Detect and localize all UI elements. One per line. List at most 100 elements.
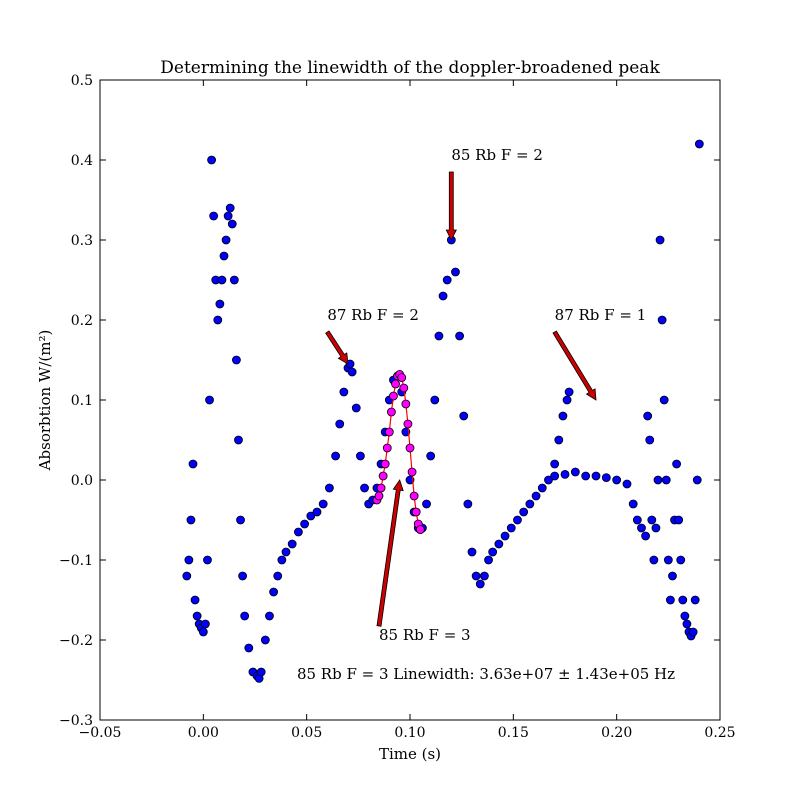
- data-point: [378, 471, 388, 481]
- y-tick-label: 0.4: [71, 153, 93, 169]
- data-point: [374, 491, 384, 501]
- data-point: [668, 571, 677, 581]
- data-point: [209, 211, 219, 221]
- data-point: [351, 403, 361, 413]
- data-point: [647, 515, 657, 525]
- data-point: [674, 515, 684, 525]
- data-point: [331, 451, 341, 461]
- data-point: [554, 435, 564, 445]
- data-point: [612, 475, 622, 485]
- data-point: [401, 399, 411, 409]
- annotation-arrow: [445, 171, 457, 241]
- data-point: [312, 507, 322, 517]
- y-tick-label: 0.0: [71, 473, 93, 489]
- data-point: [238, 571, 248, 581]
- data-point: [519, 507, 529, 517]
- annotation-label: 85 Rb F = 2: [451, 146, 543, 164]
- data-point: [200, 619, 210, 629]
- data-point: [219, 251, 229, 261]
- y-tick-label: 0.1: [71, 393, 93, 409]
- data-point: [360, 483, 369, 493]
- y-axis-label: Absorbtion W/(m²): [36, 330, 54, 472]
- annotation: 87 Rb F = 2: [325, 306, 419, 365]
- data-point: [442, 275, 452, 285]
- annotation-arrow: [325, 330, 349, 365]
- data-point: [678, 595, 688, 605]
- annotations: 85 Rb F = 2 87 Rb F = 2 87 Rb F = 1 85 Rb F…: [325, 146, 647, 644]
- data-point: [641, 531, 650, 541]
- data-point: [637, 523, 646, 533]
- data-point: [463, 499, 473, 509]
- data-point: [411, 507, 421, 517]
- x-tick-label: 0.05: [291, 725, 322, 741]
- data-point: [335, 419, 345, 429]
- data-point: [643, 411, 653, 421]
- data-point: [376, 483, 386, 493]
- data-point: [649, 555, 659, 565]
- series-fit: [372, 369, 425, 534]
- annotation: 87 Rb F = 1: [552, 306, 647, 401]
- data-point: [260, 635, 270, 645]
- data-point: [318, 499, 328, 509]
- data-point: [659, 395, 669, 405]
- data-point: [531, 491, 541, 501]
- data-point: [205, 395, 214, 405]
- data-point: [628, 499, 638, 509]
- data-point: [622, 479, 632, 489]
- data-point: [663, 555, 673, 565]
- data-point: [397, 373, 407, 383]
- data-point: [506, 523, 516, 533]
- x-tick-label: −0.05: [79, 725, 122, 741]
- data-point: [192, 611, 202, 621]
- data-point: [581, 471, 591, 481]
- annotation-arrow: [376, 479, 404, 627]
- data-point: [525, 499, 535, 509]
- data-points: [182, 139, 704, 683]
- data-point: [382, 443, 392, 453]
- data-point: [405, 443, 415, 453]
- data-point: [306, 511, 316, 521]
- data-point: [293, 527, 303, 537]
- data-point: [407, 467, 417, 477]
- data-point: [500, 531, 510, 541]
- data-point: [488, 547, 498, 557]
- data-point: [666, 595, 675, 605]
- data-point: [451, 267, 460, 277]
- data-point: [391, 379, 400, 389]
- data-point: [537, 483, 547, 493]
- data-point: [384, 427, 394, 437]
- annotation-label: 87 Rb F = 1: [555, 306, 647, 324]
- x-axis-label: Time (s): [379, 745, 441, 763]
- data-point: [225, 203, 235, 213]
- data-point: [544, 475, 553, 485]
- data-point: [694, 139, 704, 149]
- data-point: [550, 459, 560, 469]
- annotation-label: 85 Rb F = 3: [379, 626, 471, 644]
- data-point: [692, 475, 702, 485]
- data-point: [207, 155, 217, 165]
- y-tick-label: −0.3: [59, 713, 93, 729]
- data-point: [355, 451, 365, 461]
- data-point: [190, 595, 200, 605]
- data-point: [564, 387, 574, 397]
- annotation: 85 Rb F = 2: [445, 146, 543, 241]
- data-point: [591, 471, 601, 481]
- data-point: [339, 387, 349, 397]
- data-point: [227, 219, 237, 229]
- data-point: [240, 611, 250, 621]
- data-point: [513, 515, 522, 525]
- data-point: [223, 211, 233, 221]
- data-point: [234, 435, 243, 445]
- data-point: [386, 407, 396, 417]
- data-point: [244, 643, 254, 653]
- data-point: [550, 471, 560, 481]
- data-point: [676, 555, 686, 565]
- data-point: [217, 275, 227, 285]
- data-point: [430, 395, 440, 405]
- data-point: [655, 235, 665, 245]
- data-point: [213, 315, 223, 325]
- x-tick-label: 0.20: [601, 725, 632, 741]
- y-tick-label: 0.3: [71, 233, 93, 249]
- data-point: [347, 367, 357, 377]
- data-point: [389, 391, 398, 401]
